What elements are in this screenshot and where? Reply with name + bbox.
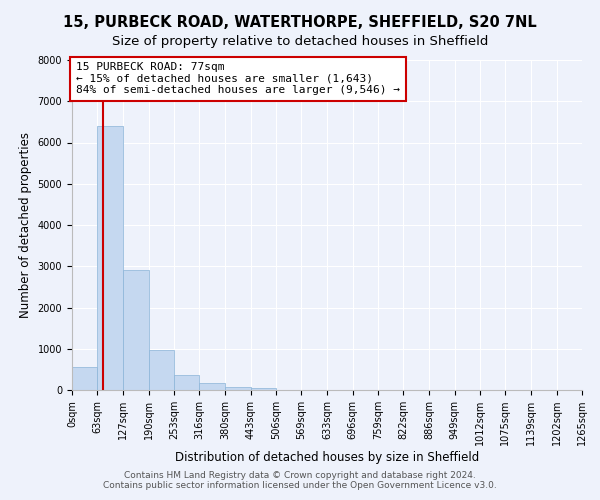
Text: 15, PURBECK ROAD, WATERTHORPE, SHEFFIELD, S20 7NL: 15, PURBECK ROAD, WATERTHORPE, SHEFFIELD… — [63, 15, 537, 30]
Bar — [97, 126, 123, 390]
Text: 15 PURBECK ROAD: 77sqm
← 15% of detached houses are smaller (1,643)
84% of semi-: 15 PURBECK ROAD: 77sqm ← 15% of detached… — [76, 62, 400, 96]
Text: Contains HM Land Registry data © Crown copyright and database right 2024.
Contai: Contains HM Land Registry data © Crown c… — [103, 470, 497, 490]
Text: Size of property relative to detached houses in Sheffield: Size of property relative to detached ho… — [112, 35, 488, 48]
Bar — [174, 374, 199, 390]
X-axis label: Distribution of detached houses by size in Sheffield: Distribution of detached houses by size … — [175, 451, 479, 464]
Bar — [149, 350, 174, 390]
Y-axis label: Number of detached properties: Number of detached properties — [19, 132, 32, 318]
Bar — [225, 386, 251, 390]
Bar — [251, 388, 276, 390]
Bar — [199, 384, 225, 390]
Bar — [72, 368, 97, 390]
Bar — [123, 270, 149, 390]
